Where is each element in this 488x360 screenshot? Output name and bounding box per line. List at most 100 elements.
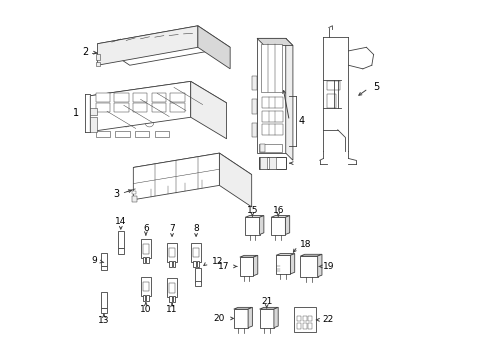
Polygon shape [101, 307, 107, 313]
Polygon shape [247, 307, 252, 328]
Polygon shape [252, 76, 257, 90]
Polygon shape [96, 131, 110, 137]
Polygon shape [233, 307, 252, 309]
Polygon shape [167, 278, 176, 297]
Polygon shape [326, 94, 335, 108]
Polygon shape [244, 216, 264, 217]
Text: 16: 16 [272, 206, 284, 215]
Polygon shape [191, 243, 201, 262]
Polygon shape [169, 261, 171, 267]
Polygon shape [300, 254, 321, 256]
Polygon shape [172, 261, 175, 267]
Text: 6: 6 [142, 224, 148, 233]
Polygon shape [261, 111, 282, 122]
Polygon shape [252, 123, 257, 137]
Polygon shape [326, 81, 339, 90]
Polygon shape [141, 276, 150, 296]
Polygon shape [270, 216, 289, 217]
Polygon shape [133, 93, 147, 102]
Polygon shape [97, 26, 230, 65]
Text: 9: 9 [91, 256, 97, 265]
Polygon shape [101, 253, 106, 266]
Text: 1: 1 [73, 108, 79, 118]
Polygon shape [131, 196, 137, 202]
Polygon shape [239, 257, 253, 276]
Text: 4: 4 [298, 116, 304, 126]
Polygon shape [258, 144, 282, 152]
Polygon shape [258, 157, 285, 169]
Polygon shape [170, 93, 184, 102]
Polygon shape [97, 26, 198, 65]
Polygon shape [194, 268, 201, 282]
Text: 15: 15 [246, 206, 258, 215]
Polygon shape [233, 309, 247, 328]
Polygon shape [307, 316, 311, 321]
Polygon shape [101, 292, 107, 308]
Polygon shape [114, 93, 128, 102]
Polygon shape [90, 81, 190, 132]
Polygon shape [133, 153, 251, 189]
Polygon shape [142, 244, 149, 254]
Polygon shape [141, 239, 150, 258]
Polygon shape [146, 295, 148, 301]
Polygon shape [302, 323, 306, 329]
Polygon shape [261, 97, 282, 108]
Polygon shape [90, 108, 97, 116]
Polygon shape [168, 283, 175, 293]
Polygon shape [270, 217, 285, 234]
Polygon shape [302, 316, 306, 321]
Polygon shape [290, 253, 294, 274]
Text: 10: 10 [140, 305, 151, 314]
Polygon shape [101, 266, 106, 270]
Text: 8: 8 [193, 224, 199, 233]
Polygon shape [260, 144, 265, 152]
Polygon shape [257, 39, 292, 45]
Polygon shape [142, 257, 145, 263]
Polygon shape [96, 103, 110, 112]
Polygon shape [253, 255, 257, 276]
Text: 18: 18 [300, 240, 311, 249]
Text: 14: 14 [115, 217, 126, 226]
Polygon shape [196, 261, 199, 267]
Polygon shape [273, 307, 278, 328]
Polygon shape [198, 26, 230, 69]
Text: 2: 2 [82, 46, 88, 57]
Polygon shape [190, 81, 226, 139]
Polygon shape [260, 157, 266, 169]
Polygon shape [261, 44, 282, 92]
Text: 5: 5 [372, 82, 378, 93]
Polygon shape [285, 39, 292, 160]
Polygon shape [172, 296, 175, 302]
Polygon shape [90, 117, 97, 132]
Polygon shape [219, 153, 251, 207]
Polygon shape [115, 131, 129, 137]
Polygon shape [194, 282, 201, 286]
Polygon shape [296, 316, 300, 321]
Text: 7: 7 [169, 224, 175, 233]
Text: 3: 3 [113, 189, 120, 199]
Polygon shape [170, 103, 184, 112]
Polygon shape [317, 254, 321, 277]
Polygon shape [168, 248, 175, 257]
Polygon shape [133, 153, 219, 200]
Polygon shape [167, 243, 176, 262]
Polygon shape [285, 216, 289, 234]
Polygon shape [261, 125, 282, 135]
Polygon shape [96, 62, 100, 66]
Text: 12: 12 [211, 257, 223, 266]
Polygon shape [193, 261, 195, 267]
Polygon shape [276, 253, 294, 255]
Polygon shape [268, 157, 276, 169]
Polygon shape [259, 216, 264, 234]
Polygon shape [259, 307, 278, 309]
Polygon shape [146, 257, 148, 263]
Polygon shape [257, 39, 285, 153]
Polygon shape [133, 103, 147, 112]
Polygon shape [142, 282, 149, 292]
Polygon shape [192, 248, 199, 257]
Polygon shape [239, 255, 257, 257]
Polygon shape [151, 93, 165, 102]
Text: 11: 11 [166, 305, 178, 314]
Polygon shape [293, 307, 315, 332]
Polygon shape [131, 191, 136, 194]
